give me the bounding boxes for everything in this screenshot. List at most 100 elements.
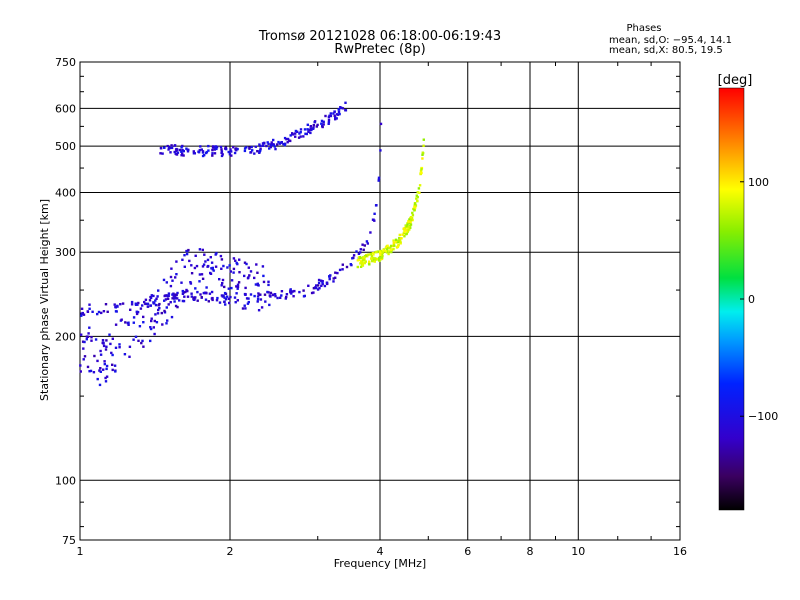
data-point (373, 212, 376, 215)
data-point (137, 301, 140, 305)
colorbar-tick-label: −100 (748, 410, 778, 423)
data-point (97, 310, 101, 314)
data-point (210, 297, 214, 300)
data-point (305, 132, 308, 136)
data-point (167, 303, 170, 306)
data-point (369, 252, 373, 255)
data-point (214, 265, 218, 268)
data-point (113, 303, 116, 306)
data-point (86, 365, 90, 369)
data-point (141, 339, 144, 343)
data-point (154, 299, 157, 302)
data-point (411, 218, 414, 222)
data-point (371, 218, 375, 221)
data-point (146, 302, 150, 305)
data-point (374, 204, 378, 207)
data-point (220, 148, 223, 151)
data-point (181, 144, 184, 148)
data-point (189, 282, 193, 285)
data-point (262, 280, 266, 284)
data-point (394, 238, 398, 241)
data-point (349, 263, 352, 266)
data-point (206, 258, 210, 262)
data-point (158, 302, 161, 306)
data-point (412, 207, 415, 211)
data-point (221, 153, 224, 156)
data-point (226, 266, 229, 269)
data-point (208, 292, 212, 295)
data-point (413, 207, 416, 210)
data-point (374, 257, 377, 260)
data-point (389, 246, 392, 249)
data-point (261, 144, 265, 147)
data-point (181, 152, 184, 155)
data-point (409, 216, 413, 219)
data-point (88, 370, 91, 373)
data-point (259, 147, 262, 151)
data-point (169, 151, 172, 154)
data-point (155, 297, 158, 300)
data-point (187, 248, 190, 252)
data-point (142, 315, 145, 319)
data-point (274, 147, 277, 151)
data-point (298, 290, 301, 294)
data-point (142, 345, 145, 348)
data-point (137, 339, 140, 342)
data-point (376, 258, 379, 261)
data-point (223, 300, 226, 303)
y-tick-label: 600 (55, 102, 76, 115)
data-point (226, 295, 229, 298)
data-point (228, 301, 231, 305)
data-point (194, 287, 197, 290)
data-point (146, 305, 150, 308)
data-point (413, 202, 417, 205)
data-point (181, 258, 184, 261)
data-point (99, 353, 103, 356)
data-point (384, 250, 387, 253)
data-point (140, 341, 143, 345)
data-point (161, 152, 164, 155)
data-point (90, 336, 93, 339)
data-point (114, 346, 118, 349)
data-point (299, 135, 302, 138)
data-point (223, 296, 226, 299)
data-point (411, 214, 415, 217)
data-point (101, 339, 105, 342)
axis-ticks (80, 62, 680, 540)
data-point (102, 344, 106, 348)
data-point (285, 138, 288, 141)
data-point (232, 257, 236, 260)
data-point (223, 285, 226, 289)
x-tick-label: 6 (464, 545, 471, 558)
x-tick-label: 1 (77, 545, 84, 558)
data-point (243, 274, 246, 278)
data-point (152, 326, 155, 329)
data-point (392, 239, 395, 242)
data-point (192, 296, 195, 299)
data-point (98, 369, 101, 372)
data-point (127, 323, 130, 326)
data-point (211, 268, 214, 271)
data-point (421, 153, 424, 156)
data-point (368, 260, 371, 263)
data-point (135, 312, 139, 316)
data-point (250, 145, 253, 149)
data-point (203, 253, 206, 256)
data-point (210, 290, 214, 294)
data-point (201, 277, 205, 280)
data-point (158, 307, 161, 310)
data-point (166, 319, 169, 322)
data-point (379, 250, 382, 253)
data-point (315, 125, 318, 128)
data-points (79, 101, 425, 387)
data-point (294, 129, 298, 133)
data-point (418, 191, 421, 194)
data-point (256, 300, 259, 303)
data-point (214, 145, 217, 149)
data-point (298, 132, 301, 135)
data-point (154, 303, 158, 307)
data-point (379, 256, 382, 259)
data-point (324, 114, 327, 118)
data-point (280, 290, 284, 293)
data-point (368, 263, 371, 266)
